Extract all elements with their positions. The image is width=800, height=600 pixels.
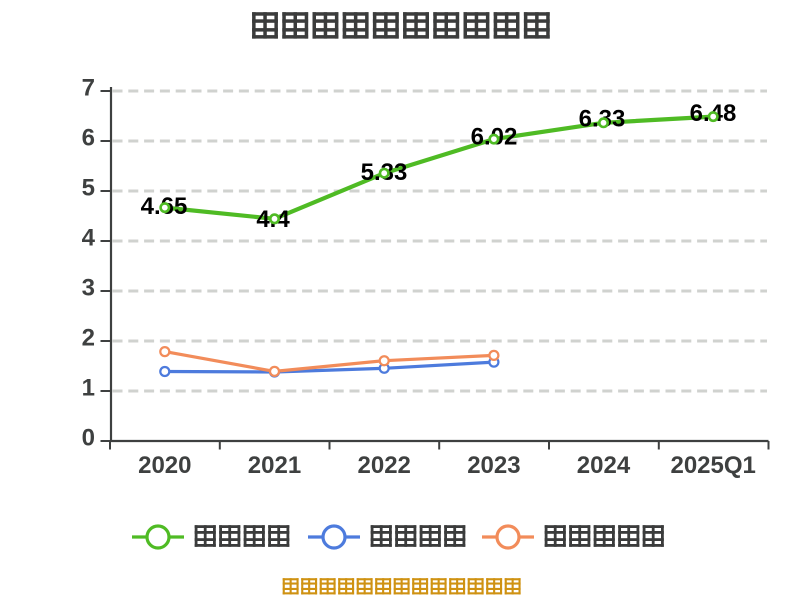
svg-text:4: 4 [82, 225, 96, 252]
svg-text:2: 2 [82, 325, 95, 352]
svg-text:2025Q1: 2025Q1 [670, 452, 755, 479]
svg-text:2024: 2024 [577, 452, 631, 479]
svg-text:0: 0 [82, 425, 95, 452]
svg-text:1: 1 [82, 375, 95, 402]
svg-text:7: 7 [82, 75, 95, 102]
svg-text:3: 3 [82, 275, 95, 302]
svg-text:2020: 2020 [138, 452, 191, 479]
svg-text:2023: 2023 [467, 452, 520, 479]
svg-text:2022: 2022 [358, 452, 411, 479]
svg-text:6: 6 [82, 125, 95, 152]
svg-text:2021: 2021 [248, 452, 301, 479]
svg-text:5: 5 [82, 175, 95, 202]
